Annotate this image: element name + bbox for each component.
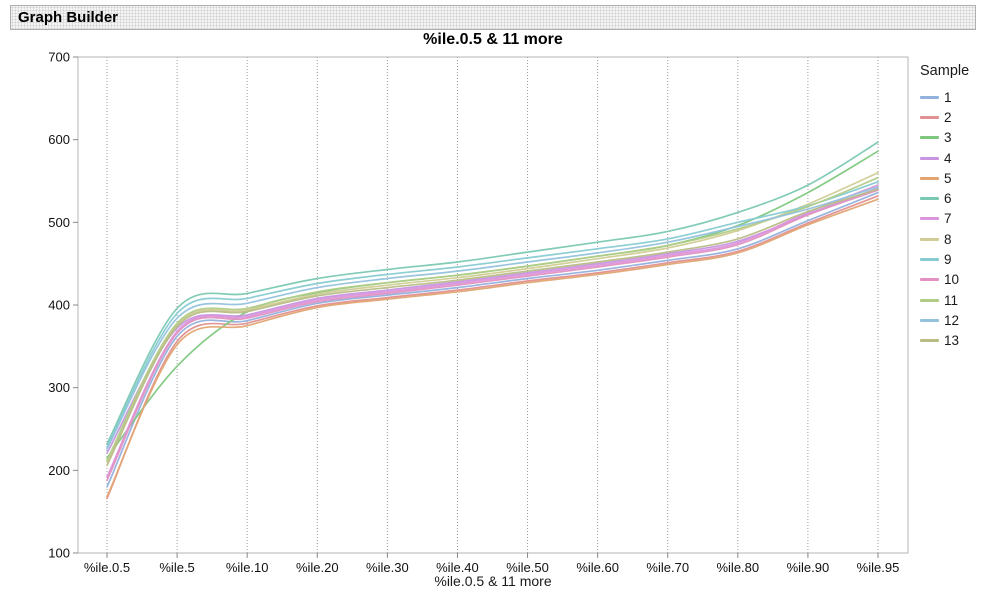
legend-swatch-icon — [920, 176, 939, 180]
legend-swatch-icon — [920, 258, 939, 262]
legend-item-label: 11 — [944, 292, 959, 308]
legend-item-label: 5 — [944, 170, 952, 186]
legend-item-label: 7 — [944, 211, 952, 227]
series-line-8[interactable] — [106, 171, 879, 463]
chart-title: %ile.0.5 & 11 more — [423, 31, 563, 48]
series-line-12[interactable] — [106, 185, 879, 450]
legend-item-5[interactable]: 5 — [920, 168, 980, 188]
legend-swatch-icon — [920, 197, 939, 201]
legend-item-label: 2 — [944, 109, 952, 125]
legend-item-label: 12 — [944, 312, 960, 328]
x-axis-title: %ile.0.5 & 11 more — [434, 573, 552, 589]
y-tick-label: 700 — [48, 50, 70, 65]
series-line-1[interactable] — [106, 191, 879, 488]
x-tick-label: %ile.50 — [506, 560, 549, 575]
legend-swatch-icon — [920, 217, 939, 221]
series-line-13[interactable] — [106, 188, 879, 467]
legend-item-label: 10 — [944, 272, 960, 288]
legend-item-4[interactable]: 4 — [920, 148, 980, 168]
legend-item-label: 1 — [944, 89, 952, 105]
legend-item-1[interactable]: 1 — [920, 87, 980, 107]
legend-item-10[interactable]: 10 — [920, 270, 980, 290]
legend-item-3[interactable]: 3 — [920, 128, 980, 148]
x-tick-label: %ile.90 — [787, 560, 830, 575]
legend-item-label: 3 — [944, 130, 952, 146]
y-tick-label: 600 — [48, 132, 70, 147]
series-line-11[interactable] — [106, 176, 879, 462]
legend-item-label: 6 — [944, 191, 952, 207]
legend-item-label: 8 — [944, 231, 952, 247]
legend-swatch-icon — [920, 339, 939, 343]
series-line-4[interactable] — [106, 187, 879, 454]
x-tick-label: %ile.10 — [226, 560, 269, 575]
x-tick-label: %ile.5 — [159, 560, 194, 575]
legend-swatch-icon — [920, 298, 939, 302]
legend-item-11[interactable]: 11 — [920, 290, 980, 310]
y-tick-label: 200 — [48, 463, 70, 478]
series-line-5[interactable] — [106, 198, 879, 498]
legend-item-label: 9 — [944, 252, 952, 268]
x-tick-label: %ile.80 — [716, 560, 759, 575]
legend-item-7[interactable]: 7 — [920, 209, 980, 229]
legend-item-8[interactable]: 8 — [920, 229, 980, 249]
legend-item-2[interactable]: 2 — [920, 107, 980, 127]
x-tick-label: %ile.20 — [296, 560, 339, 575]
legend-item-12[interactable]: 12 — [920, 310, 980, 330]
y-tick-label: 100 — [48, 546, 70, 561]
legend: Sample 1 2 3 4 5 6 7 8 9 10 11 12 13 — [920, 63, 980, 351]
y-tick-label: 300 — [48, 380, 70, 395]
series-line-10[interactable] — [106, 189, 879, 482]
x-tick-label: %ile.30 — [366, 560, 409, 575]
x-tick-label: %ile.95 — [857, 560, 900, 575]
legend-item-13[interactable]: 13 — [920, 331, 980, 351]
series-line-7[interactable] — [106, 184, 879, 478]
y-tick-label: 400 — [48, 298, 70, 313]
legend-item-label: 13 — [944, 333, 960, 349]
series-line-6[interactable] — [106, 141, 879, 445]
y-tick-label: 500 — [48, 215, 70, 230]
legend-swatch-icon — [920, 318, 939, 322]
legend-title: Sample — [920, 63, 970, 79]
legend-swatch-icon — [920, 95, 939, 99]
legend-items: 1 2 3 4 5 6 7 8 9 10 11 12 13 — [920, 87, 980, 351]
legend-swatch-icon — [920, 278, 939, 282]
legend-item-6[interactable]: 6 — [920, 188, 980, 208]
series-line-2[interactable] — [106, 195, 879, 500]
x-tick-label: %ile.0.5 — [84, 560, 130, 575]
x-tick-label: %ile.70 — [646, 560, 689, 575]
window-title: Graph Builder — [18, 9, 119, 26]
x-tick-label: %ile.60 — [576, 560, 619, 575]
outline-title-bar[interactable]: Graph Builder — [10, 5, 976, 30]
legend-swatch-icon — [920, 136, 939, 140]
legend-item-9[interactable]: 9 — [920, 249, 980, 269]
legend-swatch-icon — [920, 115, 939, 119]
series-line-9[interactable] — [106, 180, 879, 449]
legend-swatch-icon — [920, 237, 939, 241]
x-tick-label: %ile.40 — [436, 560, 479, 575]
legend-item-label: 4 — [944, 150, 952, 166]
legend-swatch-icon — [920, 156, 939, 160]
